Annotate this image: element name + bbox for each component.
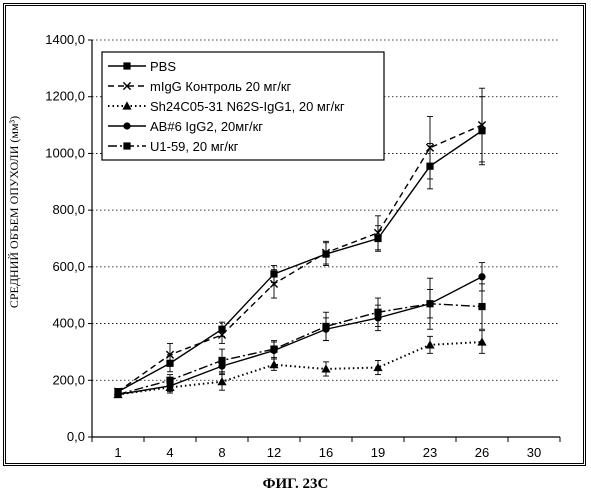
x-tick-label: 8 [218, 445, 225, 460]
figure-caption: ФИГ. 23С [0, 476, 591, 493]
y-tick-label: 1200,0 [45, 89, 85, 104]
x-tick-labels: 1 4 8 12 16 19 23 26 30 [114, 445, 541, 460]
triangle-marker [425, 340, 434, 348]
y-axis-label: СРЕДНИЙ ОБЪЕМ ОПУХОЛИ (мм³) [7, 116, 21, 308]
square-marker [374, 309, 381, 316]
legend-label: PBS [150, 59, 176, 74]
square-marker [123, 142, 130, 149]
square-marker [114, 391, 121, 398]
legend-label: mIgG Контроль 20 мг/кг [150, 79, 292, 94]
y-tick-label: 800,0 [52, 202, 85, 217]
legend-label: AB#6 IgG2, 20мг/кг [150, 119, 263, 134]
square-marker [426, 300, 433, 307]
legend-label: U1-59, 20 мг/кг [150, 139, 239, 154]
square-marker [478, 303, 485, 310]
x-tick-label: 26 [475, 445, 489, 460]
circle-marker [123, 122, 130, 129]
square-marker [218, 357, 225, 364]
y-tick-label: 600,0 [52, 259, 85, 274]
square-marker [123, 62, 130, 69]
legend-label: Sh24C05-31 N62S-IgG1, 20 мг/кг [150, 99, 345, 114]
x-tick-label: 12 [267, 445, 281, 460]
y-tick-label: 200,0 [52, 372, 85, 387]
y-tick-label: 1000,0 [45, 145, 85, 160]
x-tick-label: 4 [166, 445, 173, 460]
y-tick-labels: 0,0 200,0 400,0 600,0 800,0 1000,0 1200,0 1400,… [45, 32, 85, 444]
x-tick-label: 1 [114, 445, 121, 460]
square-marker [322, 323, 329, 330]
x-tick-label: 23 [423, 445, 437, 460]
square-marker [270, 345, 277, 352]
square-marker [166, 377, 173, 384]
legend: PBS mIgG Контроль 20 мг/кг Sh24C05-31 N62S… [102, 52, 384, 160]
x-tick-label: 30 [527, 445, 541, 460]
circle-marker [478, 273, 485, 280]
y-tick-label: 400,0 [52, 316, 85, 331]
tumor-volume-chart: 0,0 200,0 400,0 600,0 800,0 1000,0 1200,0 1400,… [0, 0, 591, 470]
x-tick-label: 19 [371, 445, 385, 460]
x-tick-label: 16 [319, 445, 333, 460]
y-tick-label: 0,0 [67, 429, 85, 444]
y-tick-label: 1400,0 [45, 32, 85, 47]
